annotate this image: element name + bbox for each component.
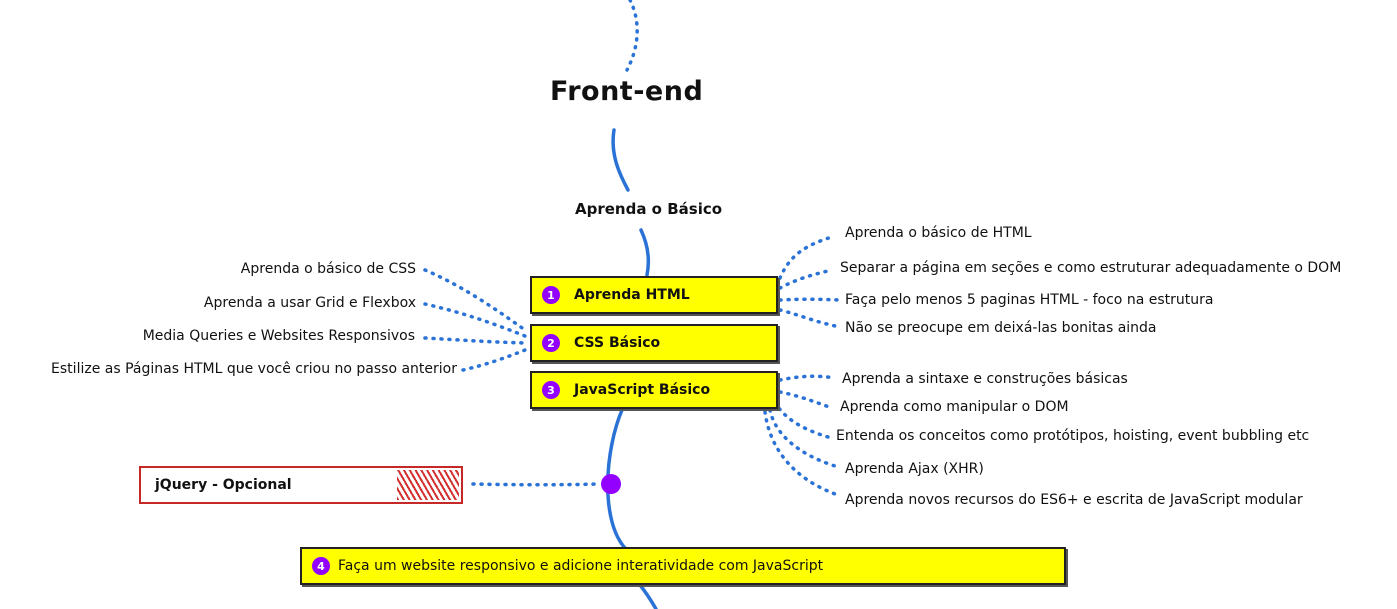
page-title: Front-end (550, 76, 704, 107)
step-badge-1: 1 (542, 286, 560, 304)
html-branch-4 (778, 308, 842, 329)
section-subtitle: Aprenda o Básico (575, 200, 723, 218)
html-topic: Separar a página em seções e como estrut… (840, 260, 1342, 276)
step-project-box[interactable]: 4 Faça um website responsivo e adicione … (300, 547, 1066, 585)
optional-node (601, 474, 621, 494)
css-branch-3 (423, 336, 527, 345)
css-branch-2 (423, 302, 527, 338)
js-topic: Aprenda novos recursos do ES6+ e escrita… (845, 492, 1303, 508)
js-branch-4 (768, 408, 837, 468)
step-project-label: Faça um website responsivo e adicione in… (338, 558, 824, 574)
js-topic: Aprenda a sintaxe e construções básicas (842, 371, 1128, 387)
css-branch-1 (423, 268, 527, 332)
spine-segment-1 (611, 128, 630, 192)
css-topic: Aprenda o básico de CSS (240, 261, 416, 277)
html-topic: Faça pelo menos 5 paginas HTML - foco na… (845, 292, 1214, 308)
js-branch-1 (778, 374, 837, 382)
step-js-box[interactable]: 3 JavaScript Básico (530, 371, 778, 409)
spine-segment-4 (638, 583, 658, 609)
css-topic: Aprenda a usar Grid e Flexbox (203, 295, 416, 311)
html-topic: Aprenda o básico de HTML (845, 225, 1032, 241)
hatch-mark (397, 470, 459, 500)
js-branch-3 (773, 400, 830, 439)
step-css-box[interactable]: 2 CSS Básico (530, 324, 778, 362)
step-html-box[interactable]: 1 Aprenda HTML (530, 276, 778, 314)
step-css-label: CSS Básico (574, 335, 661, 351)
top-dotted-line (625, 0, 639, 72)
html-branch-2 (778, 268, 834, 290)
html-topic: Não se preocupe em deixá-las bonitas ain… (845, 320, 1157, 336)
step-badge-2: 2 (542, 334, 560, 352)
js-topic: Aprenda como manipular o DOM (840, 399, 1069, 415)
step-html-label: Aprenda HTML (574, 287, 690, 303)
js-branch-2 (778, 390, 834, 410)
step-badge-3: 3 (542, 381, 560, 399)
css-topic: Estilize as Páginas HTML que você criou … (51, 361, 457, 377)
optional-label: jQuery - Opcional (155, 477, 292, 493)
css-topic: Media Queries e Websites Responsivos (142, 328, 415, 344)
step-js-label: JavaScript Básico (574, 382, 711, 398)
css-branch-4 (461, 348, 527, 372)
optional-jquery-box[interactable]: jQuery - Opcional (139, 466, 463, 504)
js-topic: Entenda os conceitos como protótipos, ho… (836, 428, 1310, 444)
js-topic: Aprenda Ajax (XHR) (845, 461, 984, 477)
optional-branch (471, 482, 602, 487)
js-branch-5 (763, 410, 840, 497)
step-badge-4: 4 (312, 557, 330, 575)
html-branch-1 (778, 234, 837, 280)
html-branch-3 (778, 297, 842, 302)
spine-segment-2 (639, 228, 651, 277)
